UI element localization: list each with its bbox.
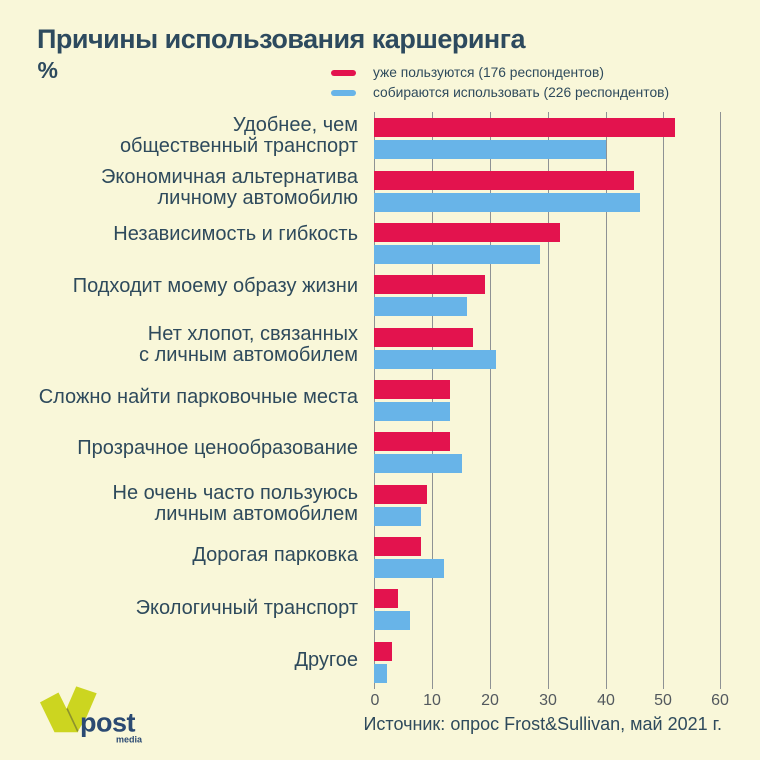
svg-text:media: media — [116, 734, 143, 744]
svg-text:post: post — [80, 708, 136, 738]
